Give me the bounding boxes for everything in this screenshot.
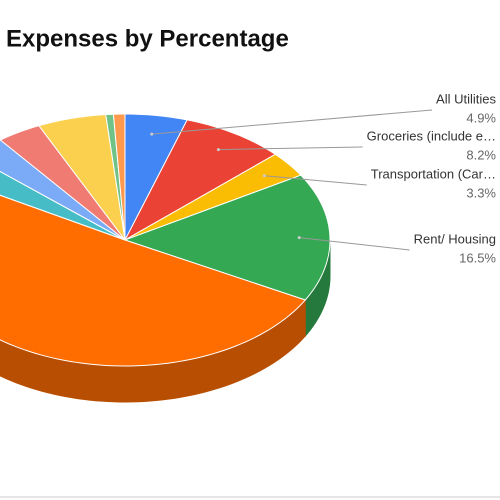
slice bbox=[123, 174, 331, 301]
slice-value-label: 3.3% bbox=[466, 185, 496, 200]
slice-value-label: 8.2% bbox=[466, 147, 496, 162]
leader-line bbox=[218, 146, 363, 151]
chart-title: Expenses by Percentage bbox=[6, 25, 289, 52]
slice bbox=[38, 114, 126, 241]
slice-label: Rent/ Housing bbox=[414, 231, 496, 246]
leader-dot bbox=[262, 174, 266, 178]
slice-value-label: 16.5% bbox=[459, 250, 496, 265]
leader-line bbox=[151, 109, 433, 135]
slice bbox=[112, 113, 126, 241]
leader-dot bbox=[216, 148, 220, 152]
slice bbox=[0, 194, 307, 367]
slice bbox=[124, 153, 302, 241]
leader-line bbox=[264, 175, 367, 186]
slice-label: Transportation (Car… bbox=[371, 166, 496, 181]
slice-label: All Utilities bbox=[436, 91, 496, 106]
slice bbox=[0, 125, 126, 241]
slice-label: Groceries (include e… bbox=[367, 128, 496, 143]
slice-value-label: 4.9% bbox=[466, 110, 496, 125]
slice bbox=[124, 113, 188, 241]
leader-line bbox=[299, 237, 410, 251]
leader-dot bbox=[150, 132, 154, 136]
leader-dot bbox=[297, 236, 301, 240]
